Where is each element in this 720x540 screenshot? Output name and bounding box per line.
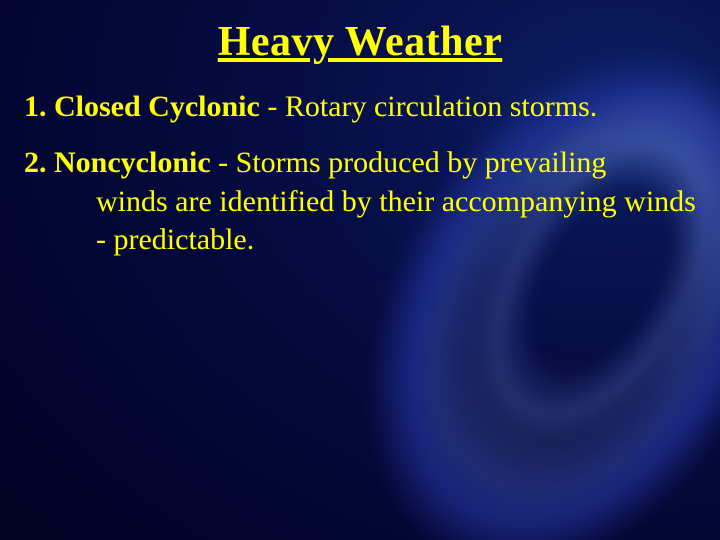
- item-desc-first: Rotary circulation storms.: [285, 90, 597, 123]
- item-number: 1.: [24, 90, 47, 123]
- list-item: 2. Noncyclonic - Storms produced by prev…: [24, 144, 696, 259]
- item-desc-rest: winds are identified by their accompanyi…: [24, 183, 696, 260]
- item-term: Noncyclonic: [54, 146, 211, 179]
- item-desc-first: Storms produced by prevailing: [236, 146, 607, 179]
- item-term: Closed Cyclonic: [54, 90, 260, 123]
- list-item: 1. Closed Cyclonic - Rotary circulation …: [24, 88, 696, 126]
- slide: Heavy Weather 1. Closed Cyclonic - Rotar…: [0, 0, 720, 540]
- item-number: 2.: [24, 146, 47, 179]
- item-sep: -: [260, 90, 285, 123]
- item-sep: -: [211, 146, 236, 179]
- slide-title: Heavy Weather: [24, 18, 696, 66]
